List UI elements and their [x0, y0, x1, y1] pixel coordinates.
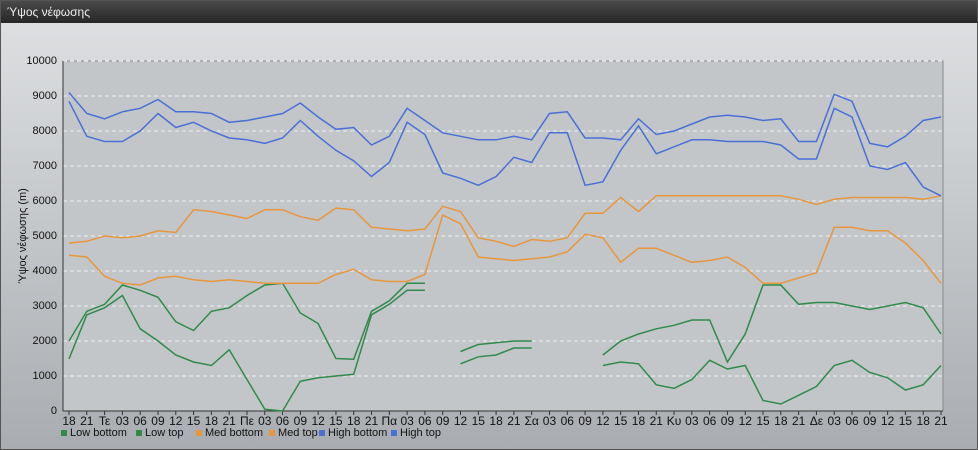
y-tick-label: 2000	[33, 335, 57, 347]
chart: Ύψος νέφωσης (m) 0 1000 2000 3000 4000 5000 60…	[17, 55, 948, 439]
x-tick-label: 15	[472, 414, 486, 428]
legend-label: Low bottom	[70, 427, 127, 439]
x-tick-label: Πε	[240, 414, 255, 428]
x-tick-label: 15	[187, 414, 201, 428]
x-tick-label: 03	[400, 414, 414, 428]
x-tick-label: 03	[685, 414, 699, 428]
x-tick-label: 06	[418, 414, 432, 428]
x-tick-label: 12	[596, 414, 610, 428]
y-tick-label: 0	[51, 405, 57, 417]
x-tick-label: 06	[703, 414, 717, 428]
x-tick-label: 15	[899, 414, 913, 428]
series-line	[68, 282, 942, 364]
y-tick-label: 3000	[33, 300, 57, 312]
x-tick-label: 18	[347, 414, 361, 428]
x-tick-label: 21	[650, 414, 664, 428]
x-tick-label: 03	[116, 414, 130, 428]
x-tick-label: 18	[632, 414, 646, 428]
x-tick-label: 09	[151, 414, 165, 428]
x-tick-label: 09	[578, 414, 592, 428]
x-tick-label: 09	[436, 414, 450, 428]
x-tick-label: 03	[258, 414, 272, 428]
y-tick-label: 1000	[33, 370, 57, 382]
x-tick-label: 21	[365, 414, 379, 428]
x-tick-label: 09	[294, 414, 308, 428]
title-bar: Ύψος νέφωσης	[1, 1, 977, 23]
y-tick-label: 7000	[33, 160, 57, 172]
x-tick-label: 21	[934, 414, 948, 428]
x-tick-label: 21	[507, 414, 521, 428]
x-tick-label: Πα	[382, 414, 398, 428]
y-tick-label: 9000	[33, 90, 57, 102]
legend-label: High bottom	[328, 427, 387, 439]
x-tick-label: 18	[774, 414, 788, 428]
x-tick-label: 21	[222, 414, 236, 428]
x-tick-label: 18	[917, 414, 931, 428]
legend-swatch	[196, 430, 202, 436]
x-tick-label: 03	[828, 414, 842, 428]
y-tick-label: 10000	[26, 55, 57, 67]
x-tick-label: 12	[311, 414, 325, 428]
series-line	[68, 289, 942, 412]
x-tick-label: Δε	[810, 414, 824, 428]
x-tick-label: Κυ	[667, 414, 682, 428]
series-line	[68, 195, 942, 248]
x-tick-label: 21	[80, 414, 94, 428]
x-tick-label: 18	[62, 414, 76, 428]
x-tick-label: 06	[276, 414, 290, 428]
x-tick-label: Τε	[99, 414, 111, 428]
y-tick-label: 4000	[33, 265, 57, 277]
x-tick-label: 06	[845, 414, 859, 428]
series-line	[68, 92, 942, 148]
x-tick-label: 12	[169, 414, 183, 428]
x-tick-label: 12	[881, 414, 895, 428]
x-tick-label: 06	[134, 414, 148, 428]
x-tick-label: 15	[329, 414, 343, 428]
legend-swatch	[391, 430, 397, 436]
x-tick-label: 18	[205, 414, 219, 428]
legend-label: Med top	[278, 427, 318, 439]
x-tick-label: 21	[792, 414, 806, 428]
y-axis-label: Ύψος νέφωσης (m)	[17, 188, 29, 284]
series-line	[68, 100, 942, 197]
series-line	[68, 213, 942, 286]
y-tick-label: 6000	[33, 195, 57, 207]
x-tick-label: Σα	[525, 414, 539, 428]
legend-label: High top	[400, 427, 441, 439]
y-tick-label: 5000	[33, 230, 57, 242]
legend-swatch	[319, 430, 325, 436]
x-tick-label: 15	[756, 414, 770, 428]
x-tick-label: 09	[863, 414, 877, 428]
x-tick-label: 12	[454, 414, 468, 428]
legend-label: Low top	[145, 427, 184, 439]
legend-swatch	[61, 430, 67, 436]
legend-swatch	[269, 430, 275, 436]
x-tick-label: 09	[721, 414, 735, 428]
x-tick-label: 06	[561, 414, 575, 428]
x-tick-label: 15	[614, 414, 628, 428]
x-tick-label: 12	[739, 414, 753, 428]
plot-area	[62, 60, 944, 412]
legend-label: Med bottom	[205, 427, 263, 439]
x-tick-label: 18	[489, 414, 503, 428]
y-tick-label: 8000	[33, 125, 57, 137]
legend-swatch	[136, 430, 142, 436]
x-tick-label: 03	[543, 414, 557, 428]
